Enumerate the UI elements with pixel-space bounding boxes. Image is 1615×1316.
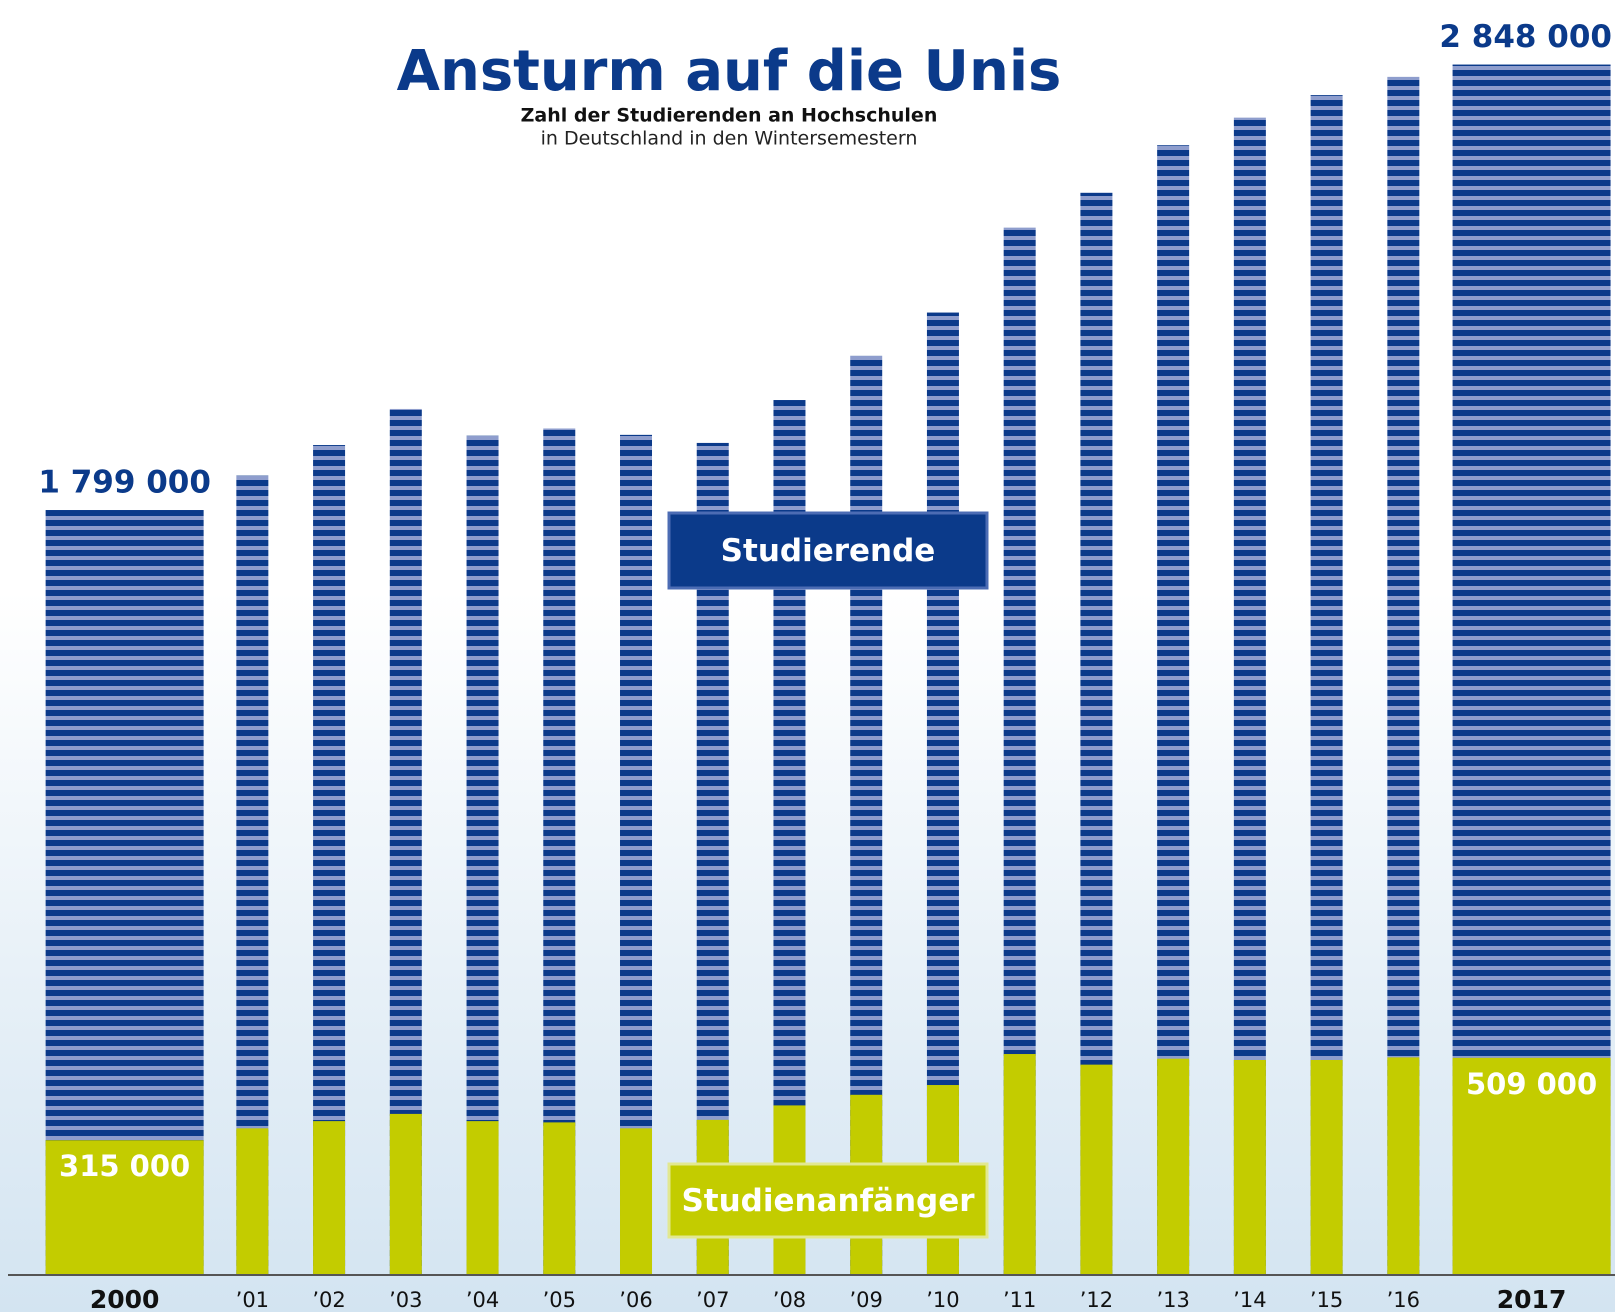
subtitle: in Deutschland in den Wintersemestern — [541, 128, 918, 150]
value-label: 2 848 000 — [1439, 19, 1612, 55]
x-tick-label: ’02 — [312, 1288, 345, 1312]
x-tick-label: 2017 — [1497, 1285, 1567, 1312]
x-tick-label: ’07 — [696, 1288, 729, 1312]
beginner-bar — [313, 1121, 346, 1274]
beginner-bar — [1452, 1057, 1611, 1274]
beginner-bar — [1003, 1054, 1036, 1274]
beginner-bar — [1233, 1059, 1266, 1274]
x-tick-label: ’08 — [773, 1288, 806, 1312]
beginner-bar — [236, 1128, 269, 1274]
x-tick-label: 2000 — [90, 1285, 160, 1312]
beginner-bar — [389, 1113, 422, 1274]
beginner-bar — [466, 1121, 499, 1274]
chart-title: Ansturm auf die Unis — [397, 39, 1062, 104]
legend-label: Studierende — [721, 533, 936, 569]
value-label: 1 799 000 — [38, 465, 211, 501]
x-tick-label: ’14 — [1233, 1288, 1266, 1312]
x-tick-label: ’06 — [619, 1288, 652, 1312]
beginner-bar — [45, 1140, 204, 1274]
bars — [45, 64, 1611, 1275]
x-tick-label: ’11 — [1003, 1288, 1036, 1312]
value-label: 315 000 — [59, 1149, 190, 1183]
beginner-bar — [1157, 1058, 1190, 1274]
x-tick-label: ’09 — [850, 1288, 883, 1312]
x-tick-label: ’15 — [1310, 1288, 1343, 1312]
beginner-bar — [620, 1128, 653, 1274]
x-tick-label: ’01 — [236, 1288, 269, 1312]
value-label: 509 000 — [1466, 1067, 1597, 1101]
legend-box — [667, 1162, 989, 1239]
subtitle: Zahl der Studierenden an Hochschulen — [521, 105, 938, 127]
x-tick-label: ’12 — [1080, 1288, 1113, 1312]
legend-label: Studienanfänger — [681, 1183, 975, 1219]
beginner-bar — [1387, 1057, 1420, 1274]
x-tick-label: ’04 — [466, 1288, 499, 1312]
x-tick-label: ’03 — [389, 1288, 422, 1312]
x-tick-label: ’13 — [1156, 1288, 1189, 1312]
x-tick-label: ’10 — [926, 1288, 959, 1312]
x-tick-label: ’05 — [543, 1288, 576, 1312]
legend-box — [667, 511, 989, 590]
beginner-bar — [1080, 1064, 1113, 1274]
beginner-bar — [543, 1122, 576, 1274]
x-tick-label: ’16 — [1387, 1288, 1420, 1312]
beginner-bar — [1310, 1059, 1343, 1274]
